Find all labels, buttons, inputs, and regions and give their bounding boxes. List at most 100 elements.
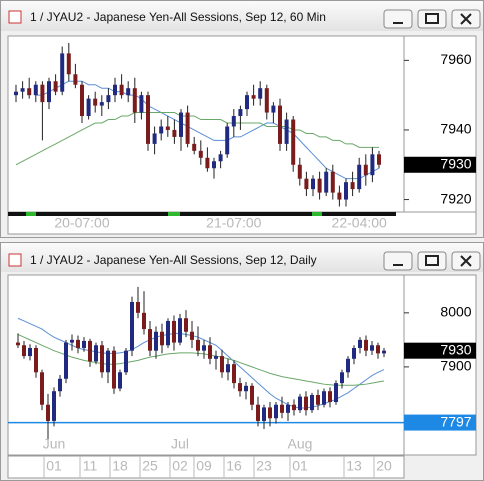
candle-body xyxy=(256,404,260,421)
candle-body xyxy=(286,404,290,413)
candle-body xyxy=(148,329,152,351)
candle-body xyxy=(370,154,375,176)
candle-body xyxy=(297,164,302,179)
candle-body xyxy=(179,112,183,137)
candle-body xyxy=(94,345,98,362)
candle-body xyxy=(377,154,381,165)
x-tick-label: 02 xyxy=(172,458,188,474)
candle-body xyxy=(165,126,170,130)
candle-body xyxy=(106,350,110,373)
x-tick-label: 13 xyxy=(346,458,362,474)
candle-body xyxy=(142,312,146,330)
candle-body xyxy=(196,339,200,351)
window-buttons xyxy=(383,9,481,29)
x-tick-label: 18 xyxy=(112,458,128,474)
x-tick-label: 20 xyxy=(376,458,392,474)
candle-body xyxy=(340,372,344,384)
candle-body xyxy=(20,88,25,92)
candle-body xyxy=(337,192,342,200)
month-label: Jul xyxy=(171,436,189,452)
candle-body xyxy=(317,178,322,193)
level-box xyxy=(404,414,476,431)
candle-body xyxy=(364,339,368,351)
restore-glyph xyxy=(425,13,439,24)
month-label: Aug xyxy=(288,436,313,452)
candle-body xyxy=(232,364,236,384)
session-strip xyxy=(8,212,396,216)
time-axis xyxy=(7,455,405,479)
candle-body xyxy=(311,178,315,190)
candle-body xyxy=(334,383,338,403)
candle-body xyxy=(34,347,38,373)
candle-body xyxy=(159,126,164,134)
restore-button[interactable] xyxy=(417,251,447,271)
candle-body xyxy=(358,339,362,348)
candle-body xyxy=(363,164,368,176)
candle-body xyxy=(106,95,111,103)
candle-body xyxy=(370,345,374,351)
candle-body xyxy=(80,84,84,117)
candle-body xyxy=(33,84,38,96)
candle-body xyxy=(185,112,190,144)
candle-body xyxy=(58,378,62,392)
candle-body xyxy=(139,95,144,113)
last-price-label: 7930 xyxy=(440,155,471,171)
x-tick-label: 21-07:00 xyxy=(206,215,261,231)
moving-average xyxy=(35,80,380,180)
candle-body xyxy=(357,164,362,190)
candle-body xyxy=(298,396,302,411)
x-tick-label: 09 xyxy=(196,458,212,474)
candle-body xyxy=(292,404,296,411)
candle-body xyxy=(178,318,182,343)
candle-body xyxy=(316,395,320,405)
candle-body xyxy=(304,178,309,190)
minimize-button[interactable] xyxy=(383,251,413,271)
candle-body xyxy=(172,320,176,343)
candle-body xyxy=(126,88,131,96)
candle-body xyxy=(46,404,50,421)
x-tick-label: 01 xyxy=(292,458,308,474)
minimize-button[interactable] xyxy=(383,9,413,29)
candle-body xyxy=(251,95,256,99)
app-icon xyxy=(8,10,22,24)
candle-body xyxy=(238,383,242,392)
candle-body xyxy=(258,88,263,99)
candle-body xyxy=(330,171,335,193)
x-tick-label: 23 xyxy=(256,458,272,474)
candle-body xyxy=(382,350,386,354)
candle-body xyxy=(124,350,128,373)
y-tick-label: 7960 xyxy=(440,51,471,67)
restore-glyph xyxy=(425,255,439,266)
candle-body xyxy=(352,347,356,359)
candle-body xyxy=(22,345,26,357)
candle-body xyxy=(262,407,266,421)
candle-body xyxy=(146,95,150,144)
candle-body xyxy=(47,81,51,103)
x-tick-label: 11 xyxy=(83,458,98,474)
candle-body xyxy=(218,154,223,162)
session-marker xyxy=(26,212,36,216)
candle-body xyxy=(99,102,104,106)
candle-body xyxy=(86,98,91,117)
restore-button[interactable] xyxy=(417,9,447,29)
candle-body xyxy=(205,157,210,169)
candle-body xyxy=(190,331,194,340)
candle-body xyxy=(66,53,71,75)
candle-body xyxy=(160,331,164,346)
x-tick-label: 01 xyxy=(46,458,62,474)
candle-body xyxy=(154,331,158,351)
window-buttons xyxy=(383,251,481,271)
candle-body xyxy=(212,161,216,169)
candle-body xyxy=(14,91,18,96)
candle-body xyxy=(152,133,157,144)
y-tick-label: 7940 xyxy=(440,121,471,137)
candle-body xyxy=(328,391,332,403)
candle-body xyxy=(88,340,92,362)
candle-body xyxy=(40,84,45,103)
candle-body xyxy=(291,119,296,165)
candle-body xyxy=(304,396,308,411)
candle-body xyxy=(202,345,206,351)
candle-body xyxy=(220,356,224,373)
candle-body xyxy=(264,88,269,113)
candle-body xyxy=(73,74,78,85)
